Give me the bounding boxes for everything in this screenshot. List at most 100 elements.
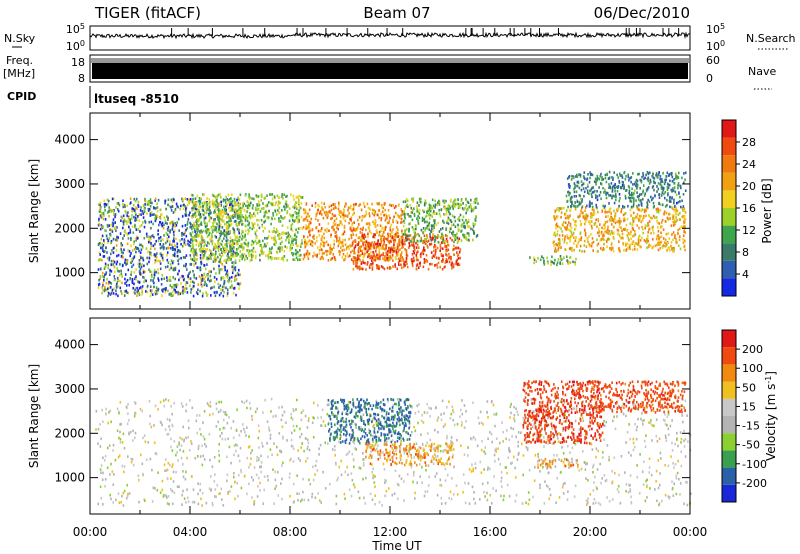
scatter-cell <box>98 251 101 255</box>
scatter-cell <box>647 213 650 217</box>
scatter-cell <box>579 173 582 177</box>
scatter-cell <box>175 202 178 206</box>
scatter-cell <box>191 258 194 261</box>
scatter-cell <box>585 186 587 190</box>
scatter-cell <box>655 174 657 177</box>
scatter-cell <box>647 198 649 202</box>
scatter-cell <box>193 238 196 242</box>
scatter-cell <box>386 215 388 218</box>
scatter-cell <box>311 241 314 244</box>
scatter-cell <box>122 226 124 230</box>
scatter-cell <box>448 252 450 256</box>
scatter-cell <box>293 220 296 223</box>
scatter-cell <box>632 211 635 215</box>
scatter-cell <box>309 229 311 233</box>
scatter-cell <box>350 258 353 261</box>
scatter-cell <box>554 250 556 253</box>
scatter-cell <box>431 206 434 210</box>
scatter-cell <box>391 250 394 254</box>
scatter-cell <box>412 250 415 253</box>
scatter-cell <box>638 194 640 198</box>
scatter-cell <box>254 231 256 234</box>
scatter-cell <box>388 203 391 207</box>
scatter-cell <box>684 171 687 175</box>
scatter-cell <box>139 209 142 212</box>
scatter-cell <box>195 201 198 205</box>
scatter-cell <box>583 190 586 194</box>
scatter-cell <box>194 197 197 200</box>
scatter-cell <box>558 234 561 237</box>
scatter-cell <box>374 210 377 213</box>
scatter-cell <box>671 207 674 210</box>
scatter-cell <box>339 215 342 218</box>
scatter-cell <box>445 212 448 216</box>
scatter-cell <box>602 234 604 238</box>
scatter-cell <box>420 239 423 243</box>
scatter-cell <box>122 251 124 255</box>
scatter-cell <box>291 222 294 226</box>
scatter-cell <box>218 216 221 220</box>
scatter-cell <box>577 241 580 244</box>
scatter-cell <box>132 204 135 207</box>
scatter-cell <box>401 210 403 213</box>
scatter-cell <box>136 294 138 297</box>
scatter-cell <box>449 219 452 222</box>
scatter-cell <box>326 230 328 233</box>
scatter-cell <box>257 195 260 198</box>
scatter-cell <box>452 201 454 205</box>
scatter-cell <box>163 223 165 227</box>
scatter-cell <box>666 203 668 207</box>
scatter-cell <box>191 235 193 239</box>
scatter-cell <box>344 470 347 474</box>
scatter-cell <box>309 233 311 237</box>
scatter-cell <box>652 214 655 218</box>
scatter-cell <box>568 229 571 232</box>
scatter-cell <box>106 237 109 240</box>
scatter-cell <box>283 249 286 253</box>
scatter-cell <box>164 219 167 223</box>
scatter-cell <box>331 248 333 251</box>
scatter-cell <box>563 206 565 210</box>
scatter-cell <box>617 229 620 232</box>
scatter-cell <box>384 219 387 222</box>
scatter-cell <box>131 278 134 281</box>
scatter-cell <box>228 219 230 222</box>
scatter-cell <box>378 216 380 220</box>
scatter-cell <box>205 291 207 294</box>
scatter-cell <box>638 219 640 223</box>
scatter-cell <box>231 268 234 272</box>
scatter-cell <box>647 221 649 225</box>
scatter-cell <box>290 214 292 218</box>
scatter-cell <box>210 250 212 253</box>
scatter-cell <box>232 216 234 219</box>
scatter-cell <box>362 226 364 230</box>
scatter-cell <box>458 263 461 267</box>
scatter-cell <box>186 281 189 285</box>
scatter-cell <box>342 244 344 248</box>
scatter-cell <box>275 228 278 231</box>
scatter-cell <box>571 249 573 252</box>
scatter-cell <box>645 189 648 193</box>
scatter-cell <box>409 234 412 237</box>
scatter-cell <box>684 211 687 214</box>
scatter-cell <box>404 216 406 220</box>
scatter-cell <box>235 253 237 256</box>
scatter-cell <box>222 199 225 203</box>
scatter-cell <box>610 248 613 252</box>
scatter-cell <box>574 186 576 189</box>
scatter-cell <box>334 258 336 261</box>
scatter-cell <box>179 276 181 280</box>
scatter-cell <box>683 245 685 249</box>
scatter-cell <box>651 217 653 220</box>
scatter-cell <box>154 255 157 258</box>
scatter-cell <box>214 234 217 238</box>
scatter-cell <box>572 176 575 179</box>
scatter-cell <box>370 231 373 235</box>
scatter-cell <box>541 255 543 258</box>
scatter-cell <box>161 221 164 225</box>
scatter-cell <box>198 218 201 222</box>
scatter-cell <box>252 241 255 244</box>
scatter-cell <box>670 173 673 177</box>
scatter-cell <box>587 173 589 176</box>
noise-strip: N.Sky 105 100 105 100 N.Search <box>4 22 796 54</box>
